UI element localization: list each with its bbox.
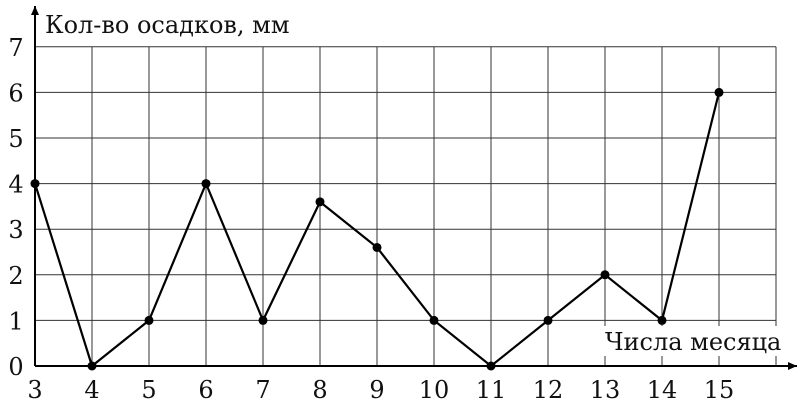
x-tick-label: 3 xyxy=(27,376,42,403)
x-tick-label: 15 xyxy=(704,376,735,403)
x-tick-label: 8 xyxy=(312,376,327,403)
data-point xyxy=(87,361,97,371)
x-tick-label: 11 xyxy=(476,376,507,403)
data-point xyxy=(315,197,325,207)
data-point xyxy=(714,87,724,97)
data-point xyxy=(30,179,40,189)
y-tick-label: 3 xyxy=(8,216,23,244)
x-tick-label: 10 xyxy=(419,376,450,403)
series-group xyxy=(30,87,724,371)
data-point xyxy=(201,179,211,189)
data-point xyxy=(429,315,439,325)
y-tick-label: 5 xyxy=(8,125,23,153)
y-tick-label: 0 xyxy=(8,353,23,381)
x-tick-label: 4 xyxy=(84,376,99,403)
data-point xyxy=(600,270,610,280)
x-axis-title-background xyxy=(602,326,799,356)
y-tick-label: 4 xyxy=(8,171,23,199)
x-tick-label: 5 xyxy=(141,376,156,403)
y-tick-label: 6 xyxy=(8,79,23,107)
x-tick-label: 7 xyxy=(255,376,270,403)
data-point xyxy=(258,315,268,325)
y-axis-title: Кол-во осадков, мм xyxy=(45,11,290,39)
axis-titles: Кол-во осадков, мм Числа месяца xyxy=(45,11,799,356)
y-tick-label: 2 xyxy=(8,262,23,290)
x-tick-label: 13 xyxy=(590,376,621,403)
x-tick-label: 12 xyxy=(533,376,564,403)
x-tick-label: 14 xyxy=(647,376,678,403)
x-tick-label: 6 xyxy=(198,376,213,403)
x-axis-title: Числа месяца xyxy=(605,328,781,356)
x-tick-label: 9 xyxy=(369,376,384,403)
data-point xyxy=(372,242,382,252)
data-point xyxy=(543,315,553,325)
grid xyxy=(35,46,777,366)
data-point xyxy=(144,315,154,325)
y-tick-label: 1 xyxy=(8,307,23,335)
data-point xyxy=(486,361,496,371)
y-tick-label: 7 xyxy=(8,34,23,62)
data-point xyxy=(657,315,667,325)
